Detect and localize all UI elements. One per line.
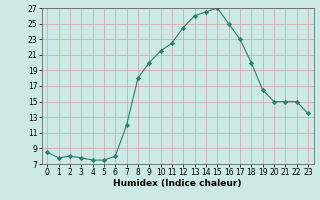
X-axis label: Humidex (Indice chaleur): Humidex (Indice chaleur) [113,179,242,188]
